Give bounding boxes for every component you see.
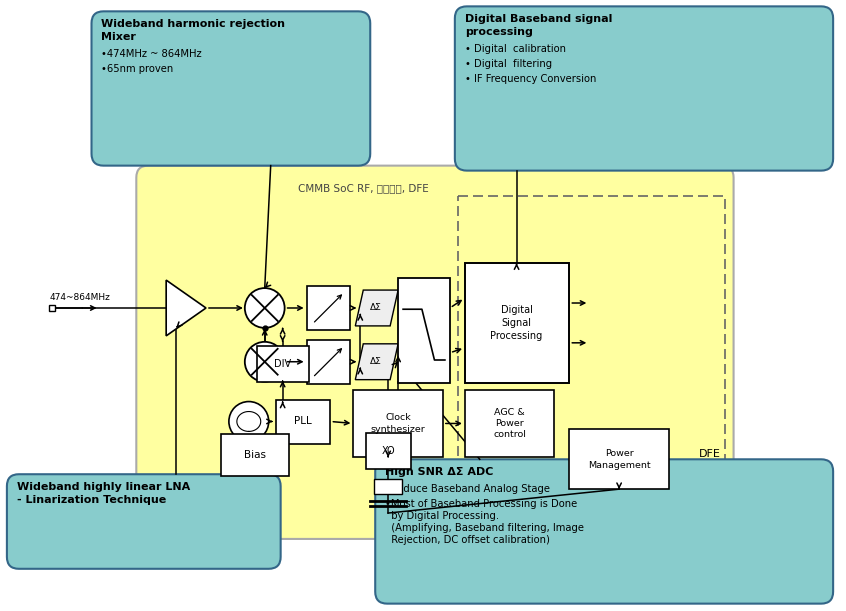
Text: Bias: Bias xyxy=(244,450,266,460)
Text: •65nm proven: •65nm proven xyxy=(102,64,173,74)
Bar xyxy=(306,340,350,384)
Circle shape xyxy=(244,342,284,382)
Text: CMMB SoC RF, 아날로그, DFE: CMMB SoC RF, 아날로그, DFE xyxy=(298,183,429,194)
Bar xyxy=(306,286,350,330)
Bar xyxy=(256,346,309,382)
Text: Power
Management: Power Management xyxy=(588,449,651,469)
Text: DFE: DFE xyxy=(699,449,721,459)
Text: •Reduce Baseband Analog Stage: •Reduce Baseband Analog Stage xyxy=(385,484,550,494)
FancyBboxPatch shape xyxy=(136,166,733,539)
Bar xyxy=(569,430,669,489)
Bar xyxy=(458,196,725,464)
Bar xyxy=(464,263,569,382)
Bar xyxy=(221,434,288,476)
Polygon shape xyxy=(355,290,398,326)
Text: • Digital  calibration: • Digital calibration xyxy=(464,44,566,54)
FancyBboxPatch shape xyxy=(91,12,371,166)
Text: AGC &
Power
control: AGC & Power control xyxy=(493,408,526,439)
Text: DIV: DIV xyxy=(274,359,291,368)
Circle shape xyxy=(229,401,269,441)
Bar xyxy=(366,433,411,469)
Text: PLL: PLL xyxy=(294,417,311,426)
Text: ΔΣ: ΔΣ xyxy=(371,357,382,366)
Bar xyxy=(354,390,443,457)
Text: •474MHz ~ 864MHz: •474MHz ~ 864MHz xyxy=(102,49,202,59)
Text: •Most of Baseband Processing is Done
  by Digital Processing.
  (Amplifying, Bas: •Most of Baseband Processing is Done by … xyxy=(385,499,585,545)
FancyBboxPatch shape xyxy=(376,459,833,604)
Text: Digital Baseband signal
processing: Digital Baseband signal processing xyxy=(464,14,613,37)
Text: Digital
Signal
Processing: Digital Signal Processing xyxy=(491,305,542,341)
FancyBboxPatch shape xyxy=(7,474,281,569)
Bar xyxy=(464,390,554,457)
Circle shape xyxy=(244,288,284,328)
Bar xyxy=(49,305,55,311)
Bar xyxy=(374,479,402,494)
Text: High SNR ΔΣ ADC: High SNR ΔΣ ADC xyxy=(385,467,493,477)
Text: 474~864MHz: 474~864MHz xyxy=(50,293,111,302)
Text: Wideband highly linear LNA
- Linarization Technique: Wideband highly linear LNA - Linarizatio… xyxy=(17,482,190,505)
Polygon shape xyxy=(355,344,398,379)
Text: ΔΣ: ΔΣ xyxy=(371,304,382,312)
Text: • IF Frequency Conversion: • IF Frequency Conversion xyxy=(464,74,596,84)
FancyBboxPatch shape xyxy=(455,6,833,170)
Bar xyxy=(398,278,450,382)
Text: Clock
synthesizer: Clock synthesizer xyxy=(371,413,426,434)
Text: XO: XO xyxy=(382,446,395,456)
Polygon shape xyxy=(166,280,206,336)
Text: • Digital  filtering: • Digital filtering xyxy=(464,59,552,69)
Bar xyxy=(276,400,331,444)
Text: Wideband harmonic rejection
Mixer: Wideband harmonic rejection Mixer xyxy=(102,20,285,42)
